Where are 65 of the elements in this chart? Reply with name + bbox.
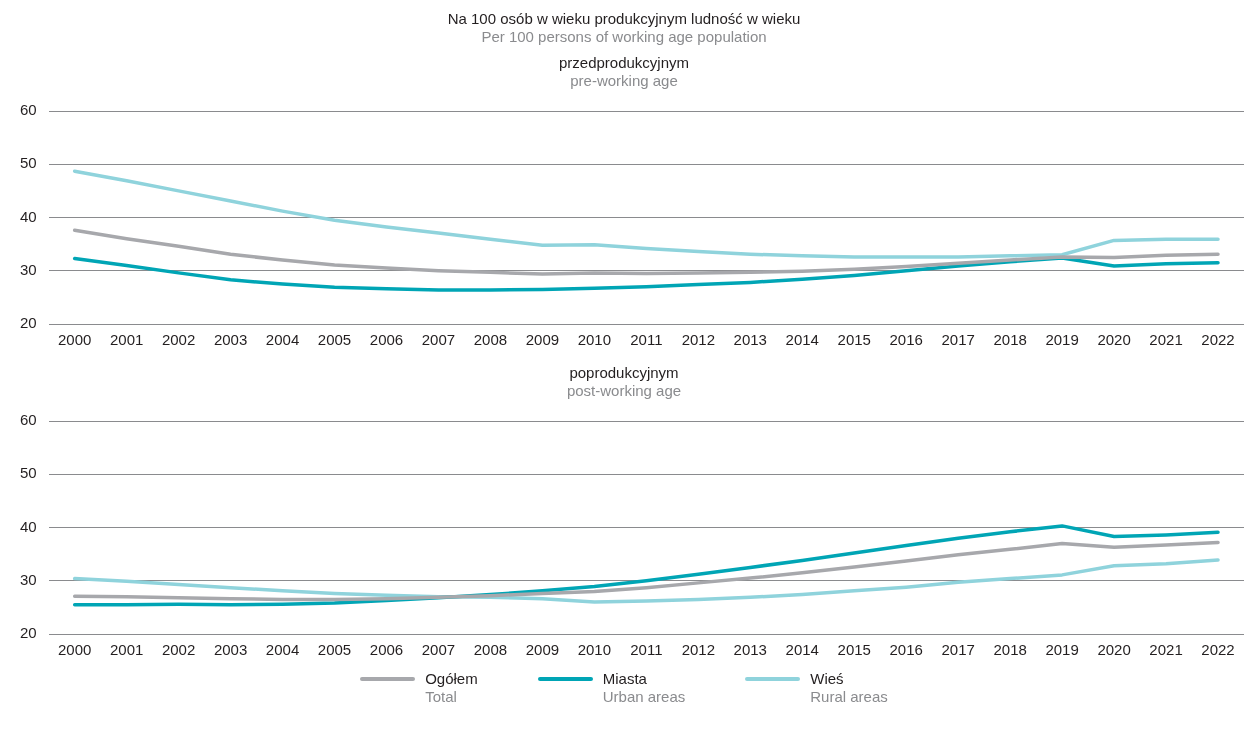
x-tick-label: 2003 [213, 641, 248, 659]
x-tick-label: 2006 [369, 331, 404, 349]
x-tick-label: 2012 [681, 641, 715, 659]
x-tick-label: 2015 [837, 331, 871, 349]
x-tick-label: 2019 [1045, 331, 1079, 349]
x-tick-label: 2007 [421, 641, 456, 659]
x-tick-label: 2012 [681, 331, 715, 349]
x-tick-label: 2014 [785, 641, 819, 659]
y-tick-label: 60 [20, 101, 37, 119]
y-tick-label: 30 [20, 570, 37, 588]
legend-label: Ogółem Total [425, 670, 478, 706]
x-tick-label: 2010 [577, 331, 612, 349]
x-tick-label: 2015 [837, 641, 871, 659]
legend-label: Miasta Urban areas [602, 670, 686, 706]
x-tick-label: 2001 [109, 331, 144, 349]
y-tick-label: 40 [20, 517, 37, 535]
x-tick-label: 2011 [630, 331, 663, 349]
y-tick-label: 50 [20, 154, 37, 172]
x-tick-label: 2017 [941, 331, 975, 349]
x-tick-label: 2020 [1097, 641, 1131, 659]
chart-subtitle: post-working age [565, 382, 683, 400]
x-tick-label: 2011 [630, 641, 663, 659]
x-tick-label: 2004 [265, 331, 300, 349]
x-tick-label: 2002 [161, 641, 196, 659]
x-tick-label: 2016 [889, 331, 923, 349]
x-tick-label: 2003 [213, 331, 248, 349]
x-tick-label: 2013 [733, 641, 767, 659]
x-tick-label: 2022 [1201, 641, 1235, 659]
x-tick-label: 2001 [109, 641, 144, 659]
y-tick-label: 30 [20, 260, 37, 278]
y-tick-label: 40 [20, 207, 37, 225]
x-tick-label: 2021 [1149, 641, 1183, 659]
x-tick-label: 2014 [785, 331, 819, 349]
x-tick-label: 2019 [1045, 641, 1079, 659]
x-tick-label: 2021 [1149, 331, 1183, 349]
x-tick-label: 2005 [317, 331, 352, 349]
y-tick-label: 20 [20, 624, 37, 642]
x-tick-label: 2020 [1097, 331, 1131, 349]
x-tick-label: 2017 [941, 641, 975, 659]
x-tick-label: 2022 [1201, 331, 1235, 349]
y-tick-label: 60 [20, 411, 37, 429]
x-tick-label: 2010 [577, 641, 612, 659]
x-tick-label: 2008 [473, 331, 508, 349]
y-tick-label: 50 [20, 464, 37, 482]
x-tick-label: 2005 [317, 641, 352, 659]
x-tick-label: 2000 [57, 331, 92, 349]
x-tick-label: 2009 [525, 641, 560, 659]
x-tick-label: 2002 [161, 331, 196, 349]
legend-label: Wieś Rural areas [810, 670, 888, 706]
x-tick-label: 2007 [421, 331, 456, 349]
x-tick-label: 2008 [473, 641, 508, 659]
x-tick-label: 2004 [265, 641, 300, 659]
text: Na 100 osób w wieku produkcyjnym ludność w wieku [446, 10, 802, 28]
x-tick-label: 2009 [525, 331, 560, 349]
text: Per 100 persons of working age population [480, 28, 768, 46]
chart-title: poprodukcyjnym [568, 364, 680, 382]
x-tick-label: 2018 [993, 641, 1027, 659]
x-tick-label: 2018 [993, 331, 1027, 349]
chart-subtitle: pre-working age [569, 72, 679, 90]
chart-title: przedprodukcyjnym [557, 54, 691, 72]
y-tick-label: 20 [20, 314, 37, 332]
x-tick-label: 2013 [733, 331, 767, 349]
x-tick-label: 2016 [889, 641, 923, 659]
x-tick-label: 2006 [369, 641, 404, 659]
x-tick-label: 2000 [57, 641, 92, 659]
